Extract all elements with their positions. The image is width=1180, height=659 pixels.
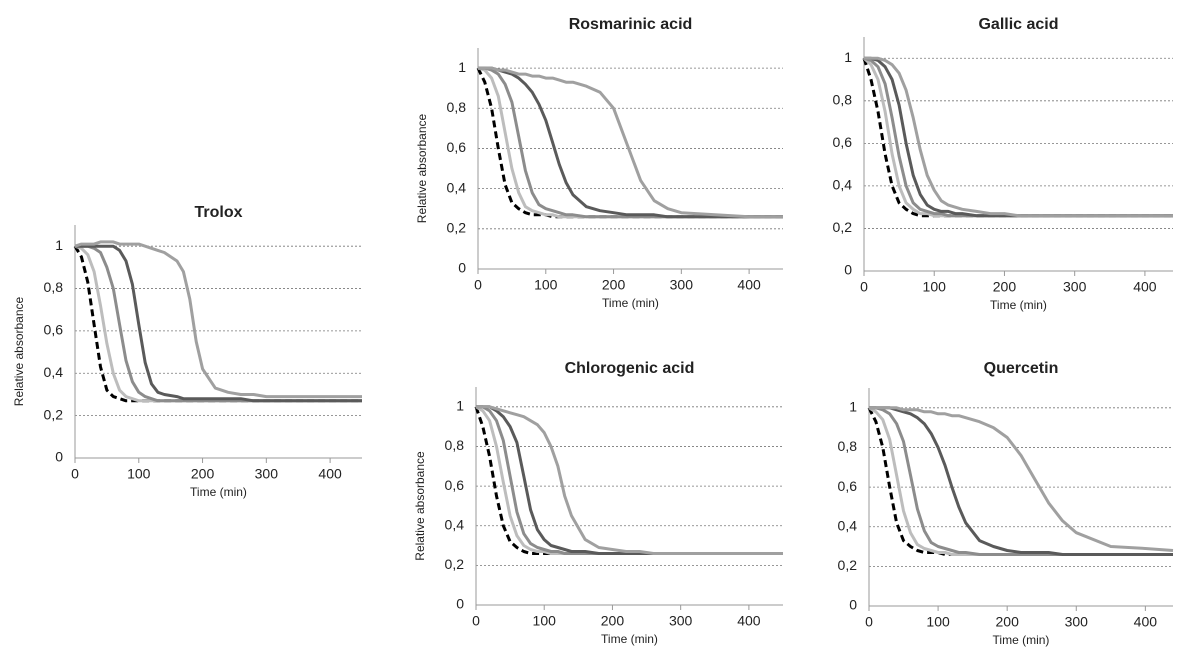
curve — [862, 57, 1173, 218]
curve — [869, 406, 1173, 556]
y-tick-label: 0,6 — [44, 322, 64, 338]
x-axis-label: Time (min) — [990, 298, 1047, 312]
y-tick-label: 0 — [458, 260, 466, 276]
y-tick-label: 0,6 — [445, 477, 465, 493]
chart-panel: 0 0,2 0,4 0,6 0,8 1 0 100 200 300 400 Gallic acid Ti… — [833, 16, 1173, 312]
y-tick-label: 1 — [458, 59, 466, 75]
y-tick-label: 0,4 — [44, 364, 64, 380]
x-tick-label: 300 — [669, 613, 693, 629]
curve — [868, 406, 1173, 556]
y-axis-label: Relative absorbance — [413, 451, 427, 561]
curve — [477, 66, 783, 219]
x-axis-label: Time (min) — [602, 296, 659, 310]
y-tick-label: 0 — [456, 596, 464, 612]
y-tick-label: 0,2 — [838, 557, 858, 573]
chart-title: Rosmarinic acid — [569, 16, 693, 33]
x-tick-label: 300 — [670, 277, 694, 293]
curve — [74, 240, 362, 399]
y-tick-label: 0,8 — [838, 438, 858, 454]
curve — [864, 56, 1173, 218]
curve — [478, 66, 783, 219]
y-tick-label: 0,6 — [447, 139, 467, 155]
x-tick-label: 100 — [534, 277, 558, 293]
y-tick-label: 0,8 — [833, 92, 853, 108]
chart-panel: 0 0,2 0,4 0,6 0,8 1 0 100 200 300 400 Trolox Time (m… — [12, 204, 362, 499]
x-tick-label: 0 — [71, 466, 79, 482]
x-tick-label: 0 — [860, 279, 868, 295]
chart-panel: 0 0,2 0,4 0,6 0,8 1 0 100 200 300 400 Rosmarinic ac… — [415, 16, 783, 310]
x-tick-label: 100 — [926, 614, 950, 630]
x-tick-label: 0 — [474, 277, 482, 293]
y-axis-label: Relative absorbance — [415, 113, 429, 223]
x-tick-label: 0 — [865, 614, 873, 630]
chart-title: Chlorogenic acid — [565, 360, 695, 377]
curve — [867, 407, 1173, 556]
x-tick-label: 200 — [191, 466, 215, 482]
y-tick-label: 1 — [55, 237, 63, 253]
y-tick-label: 0,6 — [838, 478, 858, 494]
x-tick-label: 0 — [472, 613, 480, 629]
x-tick-label: 200 — [993, 279, 1017, 295]
curve — [869, 406, 1173, 556]
x-tick-label: 400 — [1134, 614, 1158, 630]
chart-panel: 0 0,2 0,4 0,6 0,8 1 0 100 200 300 400 Quercetin Time… — [838, 360, 1174, 647]
x-tick-label: 200 — [996, 614, 1020, 630]
curve — [478, 66, 783, 219]
y-tick-label: 0,4 — [838, 517, 858, 533]
y-tick-label: 0,2 — [44, 406, 64, 422]
y-tick-label: 0,8 — [445, 437, 465, 453]
curve — [75, 244, 362, 403]
y-tick-label: 1 — [844, 49, 852, 65]
y-tick-label: 1 — [849, 399, 857, 415]
y-tick-label: 0,8 — [44, 279, 64, 295]
chart-panel: 0 0,2 0,4 0,6 0,8 1 0 100 200 300 400 Chlorogenic a… — [413, 360, 783, 646]
y-axis-label: Relative absorbance — [12, 296, 26, 406]
y-tick-label: 0,4 — [447, 179, 467, 195]
curve — [478, 66, 783, 219]
curve — [476, 405, 783, 555]
y-tick-label: 0,4 — [445, 516, 465, 532]
x-tick-label: 100 — [533, 613, 557, 629]
curve — [476, 405, 783, 555]
x-axis-label: Time (min) — [190, 485, 247, 499]
x-tick-label: 400 — [737, 277, 761, 293]
x-tick-label: 100 — [923, 279, 947, 295]
x-axis-label: Time (min) — [601, 632, 658, 646]
x-axis-label: Time (min) — [993, 633, 1050, 647]
curve — [862, 57, 1173, 218]
chart-title: Quercetin — [984, 360, 1059, 377]
chart-title: Trolox — [194, 204, 242, 221]
y-tick-label: 0 — [55, 449, 63, 465]
y-tick-label: 0,4 — [833, 177, 853, 193]
y-tick-label: 0,2 — [445, 556, 465, 572]
y-tick-label: 1 — [456, 398, 464, 414]
x-tick-label: 300 — [1065, 614, 1089, 630]
x-tick-label: 400 — [1133, 279, 1157, 295]
x-tick-label: 200 — [602, 277, 626, 293]
x-tick-label: 400 — [737, 613, 761, 629]
x-tick-label: 300 — [255, 466, 279, 482]
x-tick-label: 300 — [1063, 279, 1087, 295]
curve — [476, 67, 783, 219]
y-tick-label: 0,2 — [833, 219, 853, 235]
y-tick-label: 0 — [844, 262, 852, 278]
y-tick-label: 0,8 — [447, 99, 467, 115]
y-tick-label: 0 — [849, 597, 857, 613]
chart-title: Gallic acid — [978, 16, 1058, 33]
curve — [863, 56, 1173, 218]
curve — [869, 406, 1174, 552]
y-tick-label: 0,6 — [833, 134, 853, 150]
y-tick-label: 0,2 — [447, 220, 467, 236]
x-tick-label: 200 — [601, 613, 625, 629]
x-tick-label: 100 — [127, 466, 151, 482]
x-tick-label: 400 — [318, 466, 342, 482]
curve — [75, 244, 362, 403]
curve — [864, 56, 1173, 218]
